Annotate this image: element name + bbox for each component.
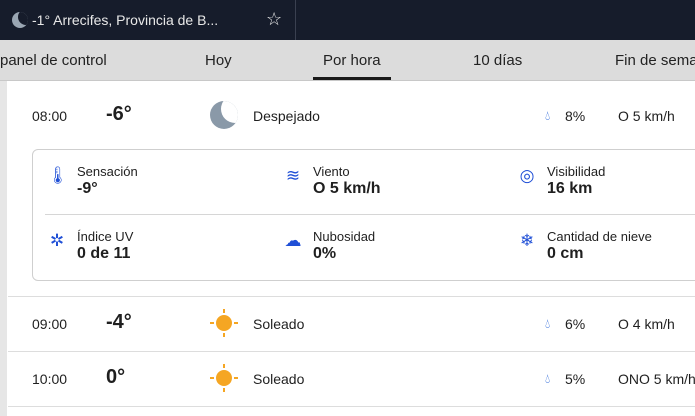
detail-label: Cantidad de nieve xyxy=(547,229,652,244)
detail-value: 0% xyxy=(313,245,337,262)
hour-row[interactable]: 08:00 -6° Despejado 💧︎ 8% O 5 km/h xyxy=(8,89,695,144)
detail-value: O 5 km/h xyxy=(313,180,381,197)
thermometer-person-icon: 🌡︎ xyxy=(47,166,69,185)
cloud-icon: ☁︎ xyxy=(284,231,302,250)
tab-panel-de-control[interactable]: panel de control xyxy=(0,52,107,69)
moon-icon xyxy=(210,101,238,129)
hour-time: 08:00 xyxy=(32,108,68,124)
detail-label: Nubosidad xyxy=(313,229,376,244)
hour-wind: O 4 km/h xyxy=(618,316,675,332)
eye-icon: ◎ xyxy=(519,166,535,185)
bookmark-star-icon[interactable]: ☆ xyxy=(266,9,283,29)
tab-hoy[interactable]: Hoy xyxy=(205,52,232,69)
divider xyxy=(8,296,695,297)
hour-precip: 8% xyxy=(565,108,586,124)
hour-time: 09:00 xyxy=(32,316,68,332)
snowflake-icon: ❄︎ xyxy=(519,231,535,250)
hour-precip: 5% xyxy=(565,371,586,387)
detail-label: Índice UV xyxy=(77,229,134,244)
detail-value: 16 km xyxy=(547,180,593,197)
hour-precip: 6% xyxy=(565,316,586,332)
raindrop-icon: 💧︎ xyxy=(545,108,551,123)
detail-value: 0 de 11 xyxy=(77,245,131,262)
moon-icon xyxy=(12,12,28,28)
hour-time: 10:00 xyxy=(32,371,68,387)
wind-icon: ≋ xyxy=(285,166,301,185)
hour-wind: ONO 5 km/h xyxy=(618,371,695,387)
detail-label: Sensación xyxy=(77,164,138,179)
hour-temp: -4° xyxy=(106,311,132,333)
detail-value: 0 cm xyxy=(547,245,584,262)
hour-row[interactable]: 09:00 -4° Soleado 💧︎ 6% O 4 km/h xyxy=(8,297,695,352)
detail-label: Viento xyxy=(313,164,350,179)
tab-10-dias[interactable]: 10 días xyxy=(473,52,523,69)
hour-temp: -6° xyxy=(106,103,132,125)
hour-condition: Soleado xyxy=(253,316,305,332)
tab-por-hora[interactable]: Por hora xyxy=(313,52,391,80)
hour-wind: O 5 km/h xyxy=(618,108,675,124)
browser-tab[interactable]: -1° Arrecifes, Provincia de B... xyxy=(0,0,296,40)
hour-temp: 0° xyxy=(106,366,126,388)
raindrop-icon: 💧︎ xyxy=(545,316,551,331)
hour-condition: Despejado xyxy=(253,108,320,124)
divider xyxy=(45,214,695,215)
hour-details-panel: 🌡︎ Sensación -9° ≋ Viento O 5 km/h ◎ Vis… xyxy=(32,149,695,281)
sun-icon xyxy=(210,309,238,337)
uv-sun-icon: ✲ xyxy=(49,231,65,250)
detail-value: -9° xyxy=(77,180,98,197)
sun-icon xyxy=(210,364,238,392)
raindrop-icon: 💧︎ xyxy=(545,371,551,386)
detail-label: Visibilidad xyxy=(547,164,606,179)
hour-condition: Soleado xyxy=(253,371,305,387)
hour-row[interactable]: 10:00 0° Soleado 💧︎ 5% ONO 5 km/h xyxy=(8,352,695,407)
tab-fin-de-semana[interactable]: Fin de sema xyxy=(615,52,695,69)
browser-top-bar: -1° Arrecifes, Provincia de B... ☆ xyxy=(0,0,695,40)
forecast-nav: panel de control Hoy Por hora 10 días Fi… xyxy=(0,40,695,81)
tab-title: -1° Arrecifes, Provincia de B... xyxy=(32,12,219,28)
scroll-edge xyxy=(0,81,7,416)
